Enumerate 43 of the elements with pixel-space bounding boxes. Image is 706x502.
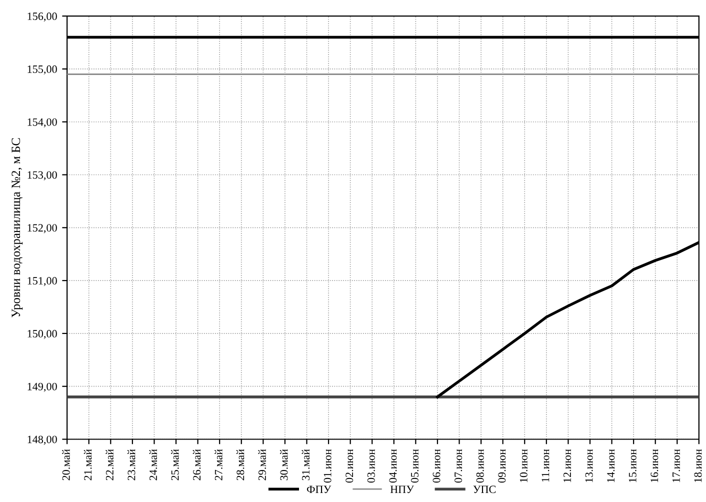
x-tick-label: 14.июн — [607, 449, 615, 482]
x-tick-label: 12.июн — [564, 449, 572, 482]
x-tick-label: 18.июн — [694, 449, 702, 482]
x-tick-label: 27.май — [214, 449, 222, 480]
legend-label: ФПУ — [306, 486, 332, 494]
y-tick-label: 153,00 — [28, 171, 57, 180]
y-tick-label: 150,00 — [28, 330, 57, 340]
x-tick-label: 28.май — [236, 449, 244, 480]
x-tick-label: 23.май — [128, 449, 136, 480]
y-tick-label: 156,00 — [28, 12, 57, 22]
x-tick-label: 09.июн — [498, 449, 506, 483]
legend-label: УПС — [473, 486, 496, 494]
x-tick-label: 10.июн — [520, 449, 528, 482]
y-tick-label: 149,00 — [28, 382, 57, 392]
x-tick-label: 25.май — [171, 449, 179, 480]
y-tick-label: 154,00 — [28, 118, 57, 128]
x-tick-label: 20.май — [62, 449, 70, 480]
x-tick-label: 08.июн — [476, 449, 484, 483]
y-tick-label: 152,00 — [28, 224, 57, 234]
y-tick-label: 155,00 — [28, 65, 57, 75]
x-tick-label: 26.май — [192, 449, 201, 480]
x-tick-label: 05.июн — [410, 449, 419, 483]
x-tick-label: 03.июн — [367, 449, 375, 483]
x-tick-label: 21.май — [84, 449, 92, 480]
y-tick-label: 151,00 — [28, 277, 57, 286]
y-tick-label: 148,00 — [28, 436, 57, 445]
x-tick-label: 02.июн — [346, 449, 354, 483]
x-tick-label: 16.июн — [650, 449, 658, 482]
x-tick-label: 06.июн — [432, 449, 440, 483]
x-tick-label: 17.июн — [672, 449, 680, 482]
x-tick-label: 15.июн — [628, 449, 636, 482]
x-tick-label: 11.июн — [542, 449, 550, 482]
x-tick-label: 29.май — [258, 449, 266, 480]
x-tick-label: 31.май — [302, 449, 310, 480]
x-tick-label: 07.июн — [454, 449, 462, 483]
x-tick-label: 24.май — [149, 449, 158, 480]
x-tick-label: 01.июн — [324, 449, 332, 483]
x-tick-label: 30.май — [280, 449, 288, 480]
x-tick-label: 22.май — [106, 449, 114, 480]
x-tick-label: 04.июн — [389, 449, 397, 483]
x-tick-label: 13.июн — [585, 449, 593, 482]
legend-label: НПУ — [390, 486, 414, 494]
y-axis-title: Уровни водохранилища №2, м БС — [12, 138, 23, 318]
